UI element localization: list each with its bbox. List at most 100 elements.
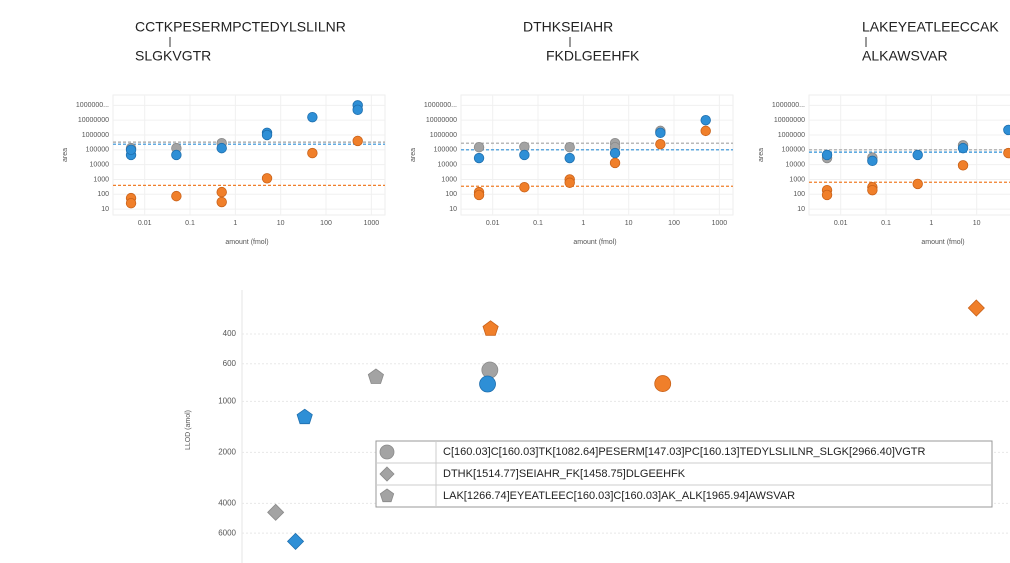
- y-tick-label: 10: [449, 206, 457, 213]
- chart-subtitle: SLGKVGTR: [135, 48, 211, 64]
- x-tick-label: 0.1: [881, 220, 891, 227]
- legend-box: [375, 440, 993, 508]
- x-tick-label: 1000: [364, 220, 380, 227]
- data-point: [1003, 124, 1010, 136]
- y-axis-label: area: [758, 148, 765, 162]
- y-tick-label: 100: [97, 191, 109, 198]
- data-point: [821, 189, 833, 201]
- legend-marker: [379, 444, 395, 460]
- data-point: [912, 178, 923, 190]
- y-tick-label: 10: [101, 206, 109, 213]
- y-tick-label: 10000000: [426, 117, 457, 124]
- legend-marker: [379, 488, 395, 503]
- data-point: [957, 160, 969, 171]
- data-point: [967, 299, 985, 317]
- data-point: [125, 144, 137, 156]
- data-point: [564, 142, 575, 153]
- y-tick-label: 600: [223, 359, 237, 368]
- y-tick-label: 6000: [218, 528, 236, 537]
- y-tick-label: 10000: [786, 161, 806, 168]
- data-point: [216, 186, 227, 198]
- data-point: [286, 532, 305, 550]
- y-tick-label: 1000: [218, 396, 236, 405]
- y-tick-label: 1000000: [430, 132, 457, 139]
- y-tick-label: 100000: [434, 147, 457, 154]
- data-point: [481, 361, 499, 379]
- y-tick-label: 1000000: [778, 132, 805, 139]
- data-point: [912, 149, 923, 161]
- x-tick-label: 10: [973, 220, 981, 227]
- y-tick-label: 1000: [93, 176, 109, 183]
- x-axis-label: amount (fmol): [921, 239, 964, 246]
- chart-title: LAKEYEATLEECCAK: [862, 19, 999, 35]
- data-point: [519, 182, 530, 193]
- data-point: [655, 138, 666, 150]
- data-point: [171, 149, 182, 161]
- data-point: [519, 149, 530, 161]
- data-point: [1003, 147, 1010, 159]
- y-tick-label: 10000: [90, 161, 110, 168]
- data-point: [125, 198, 137, 209]
- y-tick-label: 10: [797, 206, 805, 213]
- data-point: [261, 129, 273, 141]
- data-point: [352, 104, 363, 116]
- plot-area: [112, 94, 386, 216]
- data-point: [473, 189, 485, 201]
- chart-title: CCTKPESERMPCTEDYLSLILNR: [135, 19, 346, 35]
- small-chart: CCTKPESERMPCTEDYLSLILNR SLGKVGTR 10 100 1000…: [62, 19, 386, 246]
- small-chart: LAKEYEATLEECCAKALKAWSVAR1010010001000010…: [758, 19, 1010, 246]
- data-point: [700, 114, 711, 126]
- y-tick-label: 1000000...: [424, 102, 457, 109]
- chart-subtitle: ALKAWSVAR: [862, 48, 948, 64]
- data-point: [867, 184, 878, 196]
- data-point: [479, 375, 496, 393]
- y-tick-label: 100: [445, 191, 457, 198]
- data-point: [564, 152, 575, 164]
- legend-marker: [379, 466, 395, 482]
- x-tick-label: 0.1: [185, 220, 195, 227]
- data-point: [609, 147, 621, 159]
- x-axis-label: amount (fmol): [573, 239, 616, 246]
- plot-area: [808, 94, 1010, 216]
- y-tick-label: 100000: [782, 147, 805, 154]
- chart-title: DTHKSEIAHR: [523, 19, 613, 35]
- x-tick-label: 0.1: [533, 220, 543, 227]
- data-point: [216, 142, 227, 154]
- data-point: [867, 155, 878, 167]
- y-tick-label: 4000: [218, 498, 236, 507]
- y-tick-label: 1000000...: [772, 102, 805, 109]
- x-tick-label: 1: [581, 220, 585, 227]
- data-point: [261, 173, 273, 184]
- data-point: [473, 142, 485, 153]
- y-axis-label: area: [62, 148, 69, 162]
- llod-chart: 400 600 1000 2000 4000 6000 LLOD (amol) C[160.0…: [185, 290, 1010, 563]
- x-tick-label: 10: [625, 220, 633, 227]
- data-point: [352, 135, 363, 147]
- x-tick-label: 0.01: [834, 220, 848, 227]
- data-point: [307, 147, 318, 159]
- y-tick-label: 10000: [438, 161, 458, 168]
- data-point: [609, 157, 621, 169]
- data-point: [482, 320, 499, 336]
- x-tick-label: 1: [233, 220, 237, 227]
- legend: C[160.03]C[160.03]TK[1082.64]PESERM[147.…: [375, 440, 993, 508]
- y-tick-label: 10000000: [774, 117, 805, 124]
- data-point: [700, 125, 711, 137]
- data-point: [564, 177, 575, 188]
- data-point: [307, 111, 318, 123]
- y-axis-label: LLOD (amol): [185, 410, 192, 450]
- x-tick-label: 10: [277, 220, 285, 227]
- y-tick-label: 2000: [218, 447, 236, 456]
- x-tick-label: 1000: [712, 220, 728, 227]
- plot-area: [460, 94, 734, 216]
- data-point: [821, 149, 833, 161]
- y-tick-label: 100000: [86, 147, 109, 154]
- data-point: [267, 503, 285, 521]
- y-tick-label: 400: [223, 329, 237, 338]
- legend-label: LAK[1266.74]EYEATLEEC[160.03]C[160.03]AK…: [443, 490, 795, 502]
- y-tick-label: 10000000: [78, 117, 109, 124]
- y-tick-label: 1000: [441, 176, 457, 183]
- data-point: [171, 190, 182, 202]
- y-axis-label: area: [410, 148, 417, 162]
